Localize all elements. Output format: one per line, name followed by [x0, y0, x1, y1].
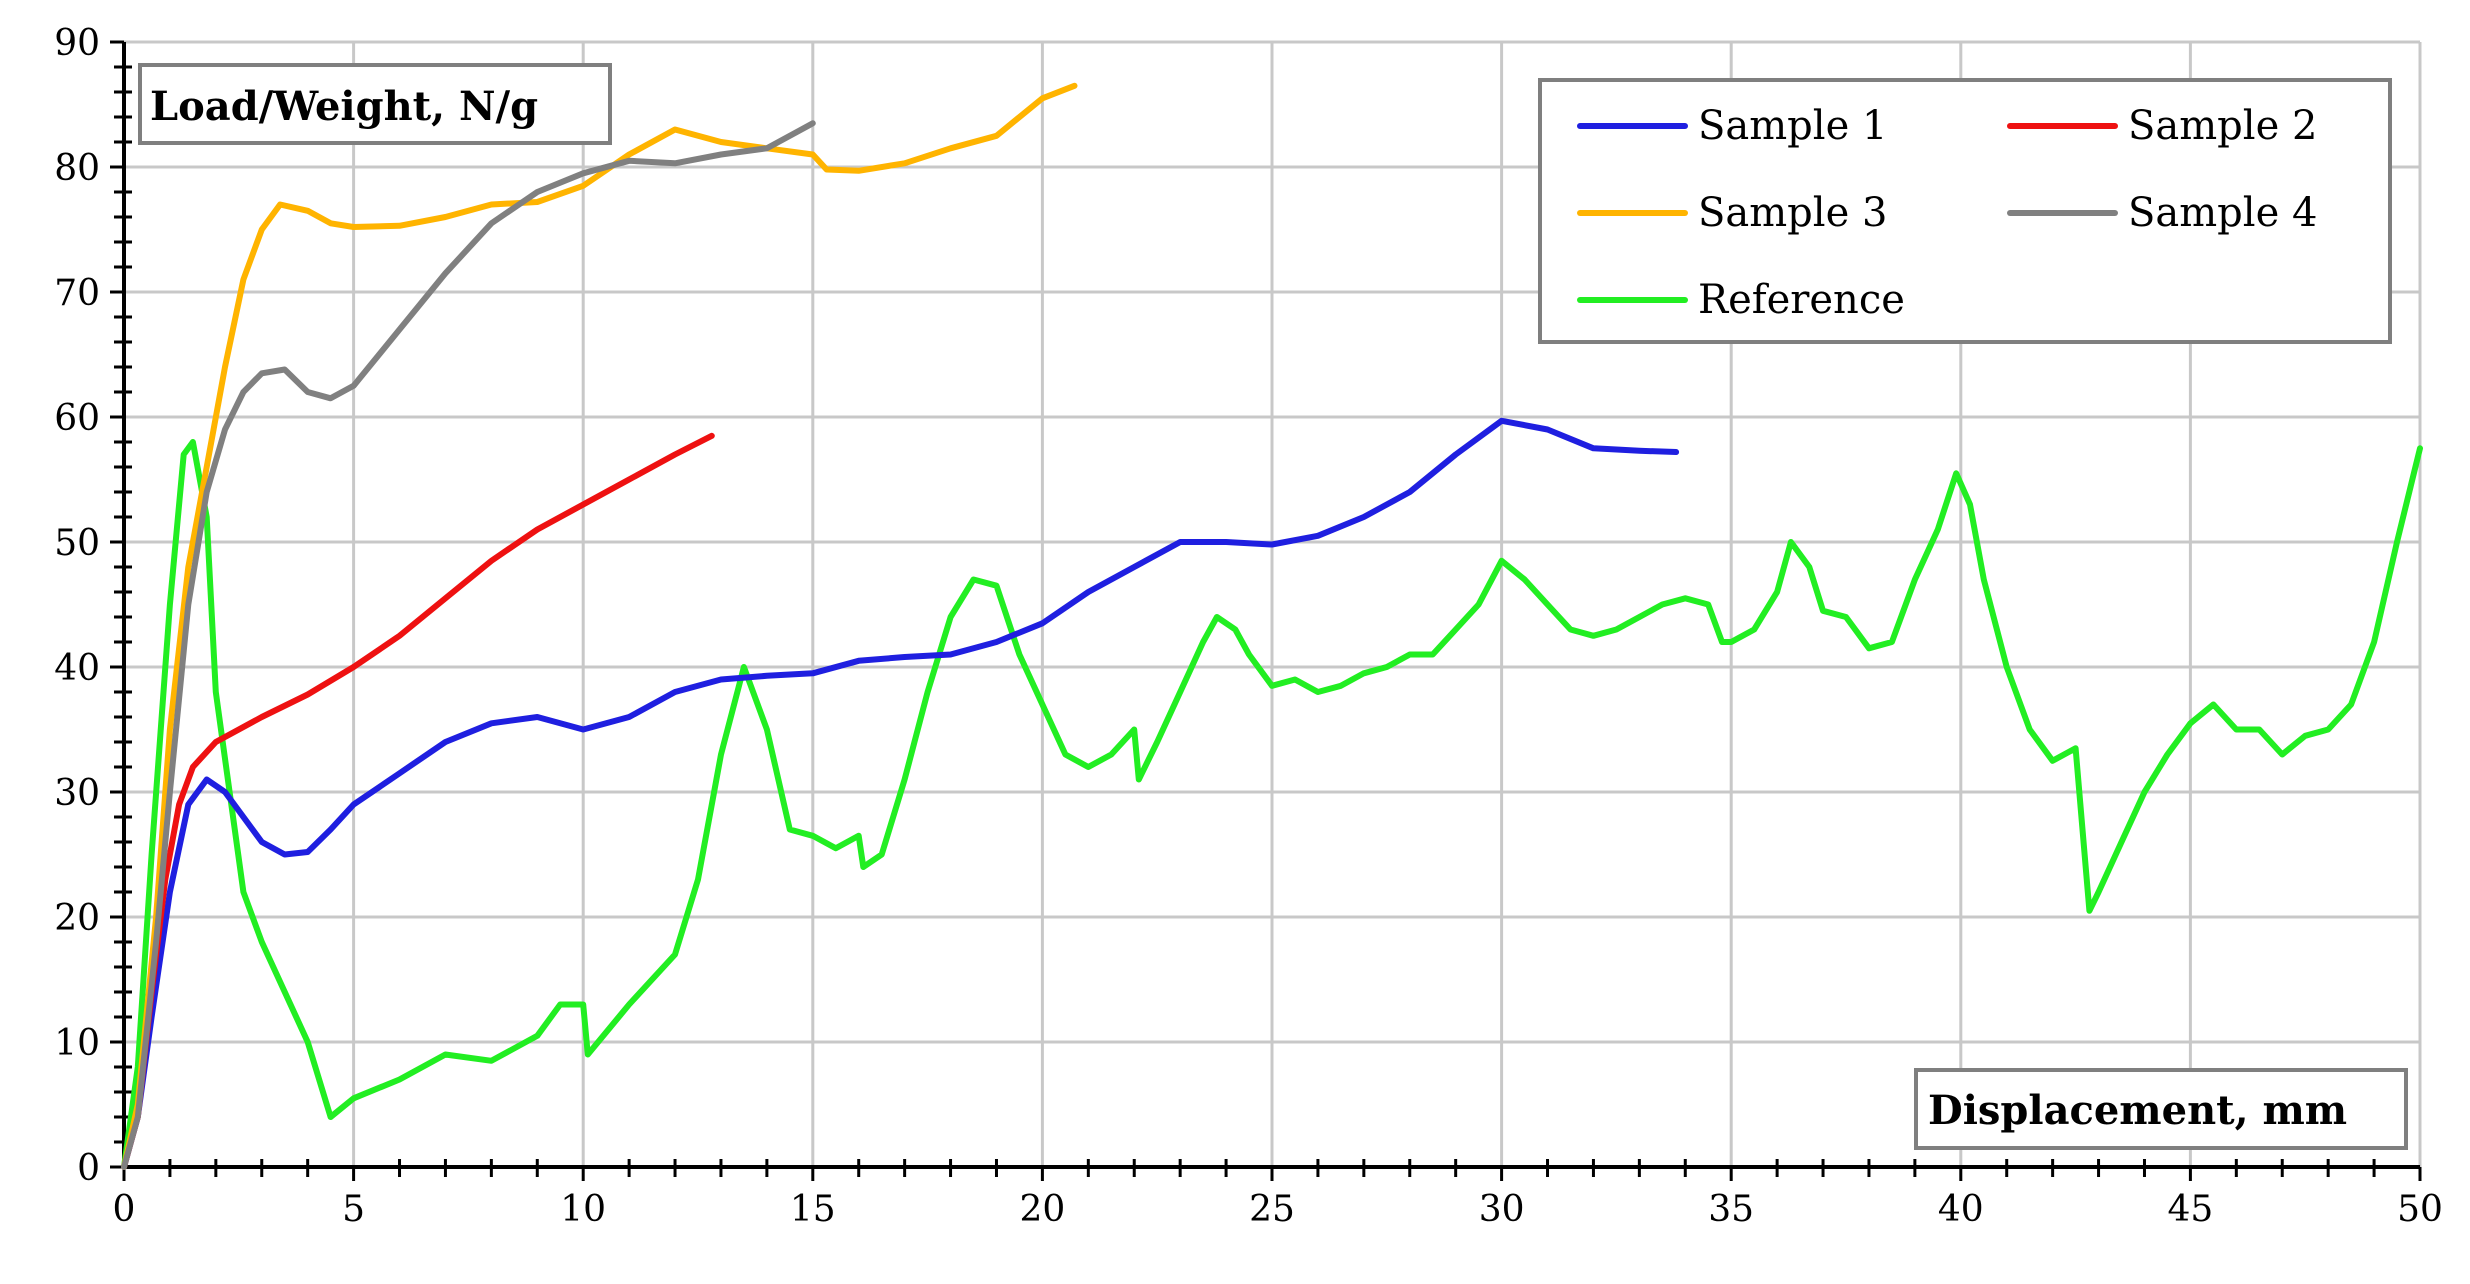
- x-tick-label: 10: [560, 1189, 606, 1230]
- x-tick-label: 40: [1938, 1189, 1984, 1230]
- series-line-sample-4: [121, 120, 816, 1170]
- y-axis-title-box: Load/Weight, N/g: [138, 63, 612, 145]
- axes: 0 5 10 15 20 25 30 35 40 45 50 0 10 20 30 40 50 60 70 80 90: [54, 23, 2443, 1230]
- legend-label: Sample 4: [2128, 190, 2317, 236]
- x-axis-title: Displacement, mm: [1928, 1087, 2347, 1134]
- legend-label: Sample 2: [2128, 103, 2317, 149]
- x-axis-title-box: Displacement, mm: [1914, 1068, 2408, 1150]
- x-tick-label: 35: [1708, 1189, 1754, 1230]
- y-axis-title: Load/Weight, N/g: [150, 83, 538, 130]
- x-tick-label: 5: [342, 1189, 365, 1230]
- y-tick-label: 40: [54, 648, 100, 689]
- series-line-sample-3: [121, 82, 1078, 1170]
- series-line-reference: [121, 439, 2423, 1170]
- legend-label: Sample 3: [1698, 190, 1887, 236]
- y-tick-label: 90: [54, 23, 100, 64]
- y-tick-label: 60: [54, 398, 100, 439]
- y-tick-label: 0: [77, 1148, 100, 1189]
- series-line-sample-1: [121, 417, 1680, 1170]
- y-tick-label: 20: [54, 898, 100, 939]
- series-lines: [121, 82, 2423, 1170]
- legend: Sample 1 Sample 2 Sample 3 Sample 4 Referenc…: [1538, 78, 2392, 344]
- legend-label: Reference: [1698, 277, 1905, 323]
- y-tick-label: 10: [54, 1023, 100, 1064]
- x-tick-label: 30: [1479, 1189, 1525, 1230]
- y-tick-label: 70: [54, 273, 100, 314]
- x-tick-label: 20: [1019, 1189, 1065, 1230]
- y-tick-label: 80: [54, 148, 100, 189]
- x-tick-label: 0: [113, 1189, 136, 1230]
- x-tick-label: 50: [2397, 1189, 2443, 1230]
- x-tick-label: 45: [2167, 1189, 2213, 1230]
- x-tick-label: 25: [1249, 1189, 1295, 1230]
- y-tick-label: 30: [54, 773, 100, 814]
- y-tick-label: 50: [54, 523, 100, 564]
- legend-label: Sample 1: [1698, 103, 1887, 149]
- x-tick-label: 15: [790, 1189, 836, 1230]
